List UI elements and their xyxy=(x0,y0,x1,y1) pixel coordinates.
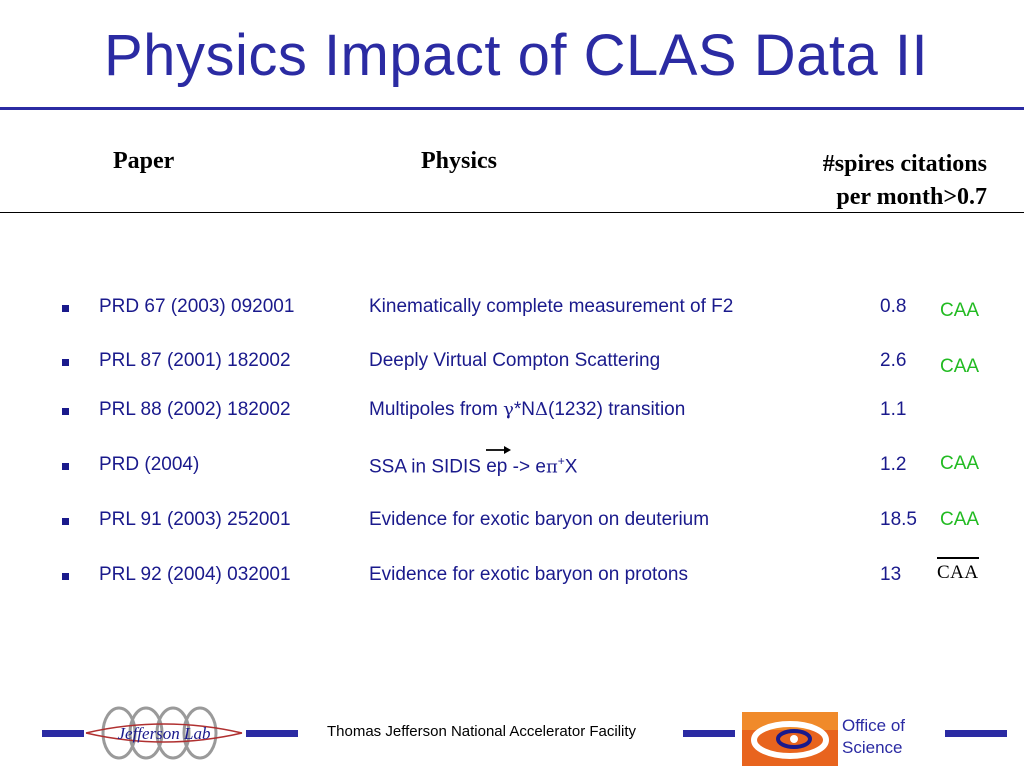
citation-rate: 13 xyxy=(880,564,902,585)
bullet-icon xyxy=(62,518,69,525)
header-divider xyxy=(0,212,1024,213)
physics-text: SSA in SIDIS xyxy=(369,456,487,478)
footer-bar-left-2 xyxy=(246,730,298,737)
citation-rate: 1.1 xyxy=(880,399,907,420)
bullet-icon xyxy=(62,359,69,366)
physics-text: *N xyxy=(513,399,535,420)
superscript-plus: + xyxy=(557,454,565,468)
bullet-icon xyxy=(62,573,69,580)
physics-topic: Multipoles from γ*NΔ(1232) transition xyxy=(369,399,685,421)
jefferson-lab-logo: Jefferson Lab xyxy=(84,703,244,763)
bullet-icon xyxy=(62,463,69,470)
citation-rate: 1.2 xyxy=(880,454,907,475)
slide-title: Physics Impact of CLAS Data II xyxy=(104,23,929,88)
paper-ref: PRL 88 (2002) 182002 xyxy=(99,399,291,420)
physics-topic: Evidence for exotic baryon on deuterium xyxy=(369,509,710,530)
delta-symbol: Δ xyxy=(535,399,548,420)
office-of-science-logo xyxy=(742,712,838,766)
table-row: PRD 67 (2003) 092001 Kinematically compl… xyxy=(0,296,1024,326)
office-line-1: Office of xyxy=(842,716,905,735)
column-header-paper: Paper xyxy=(113,148,175,174)
table-row: PRD (2004) SSA in SIDIS ep -> eπ+X 1.2 xyxy=(0,446,1024,484)
bullet-icon xyxy=(62,408,69,415)
caa-tag: CAA xyxy=(940,300,980,321)
footer-bar-left xyxy=(42,730,84,737)
ep-vector: ep xyxy=(486,446,512,478)
table-row: PRL 87 (2001) 182002 Deeply Virtual Comp… xyxy=(0,350,1024,380)
pi-symbol: π xyxy=(545,456,558,478)
caa-bar-tag: CAA xyxy=(937,557,979,584)
footer-bar-right xyxy=(683,730,735,737)
office-line-2: Science xyxy=(842,738,903,757)
paper-ref: PRD (2004) xyxy=(99,454,200,475)
paper-ref: PRL 87 (2001) 182002 xyxy=(99,350,291,371)
table-row: PRL 92 (2004) 032001 Evidence for exotic… xyxy=(0,564,1024,594)
citation-rate: 0.8 xyxy=(880,296,907,317)
office-of-science-label: Office of Science xyxy=(842,715,905,759)
bullet-icon xyxy=(62,305,69,312)
physics-topic: Kinematically complete measurement of F2 xyxy=(369,296,734,317)
physics-topic: Deeply Virtual Compton Scattering xyxy=(369,350,661,371)
physics-topic: SSA in SIDIS ep -> eπ+X xyxy=(369,446,578,478)
table-row: PRL 88 (2002) 182002 Multipoles from γ*N… xyxy=(0,399,1024,429)
physics-text: Multipoles from xyxy=(369,399,504,420)
caa-tag: CAA xyxy=(940,509,980,530)
caa-tag: CAA xyxy=(940,453,980,474)
column-header-physics: Physics xyxy=(421,148,498,174)
lab-logo-text: Jefferson Lab xyxy=(117,724,210,743)
column-header-citations-line1: #spires citations xyxy=(822,151,987,177)
physics-text: X xyxy=(564,456,578,478)
citation-rate: 2.6 xyxy=(880,350,907,371)
gamma-symbol: γ xyxy=(503,399,514,420)
paper-ref: PRD 67 (2003) 092001 xyxy=(99,296,295,317)
facility-name: Thomas Jefferson National Accelerator Fa… xyxy=(327,723,637,740)
physics-topic: Evidence for exotic baryon on protons xyxy=(369,564,688,585)
physics-text: (1232) transition xyxy=(548,399,686,420)
footer-bar-far-right xyxy=(945,730,1007,737)
title-divider xyxy=(0,107,1024,110)
paper-ref: PRL 91 (2003) 252001 xyxy=(99,509,291,530)
physics-text: -> e xyxy=(507,456,546,478)
physics-text: ep xyxy=(486,456,508,478)
paper-ref: PRL 92 (2004) 032001 xyxy=(99,564,291,585)
table-row: PRL 91 (2003) 252001 Evidence for exotic… xyxy=(0,509,1024,539)
citation-rate: 18.5 xyxy=(880,509,917,530)
right-arrow-icon xyxy=(486,446,512,455)
column-header-citations: #spires citations per month>0.7 xyxy=(823,148,987,214)
column-header-citations-line2: per month>0.7 xyxy=(836,184,987,210)
caa-tag: CAA xyxy=(940,356,980,377)
